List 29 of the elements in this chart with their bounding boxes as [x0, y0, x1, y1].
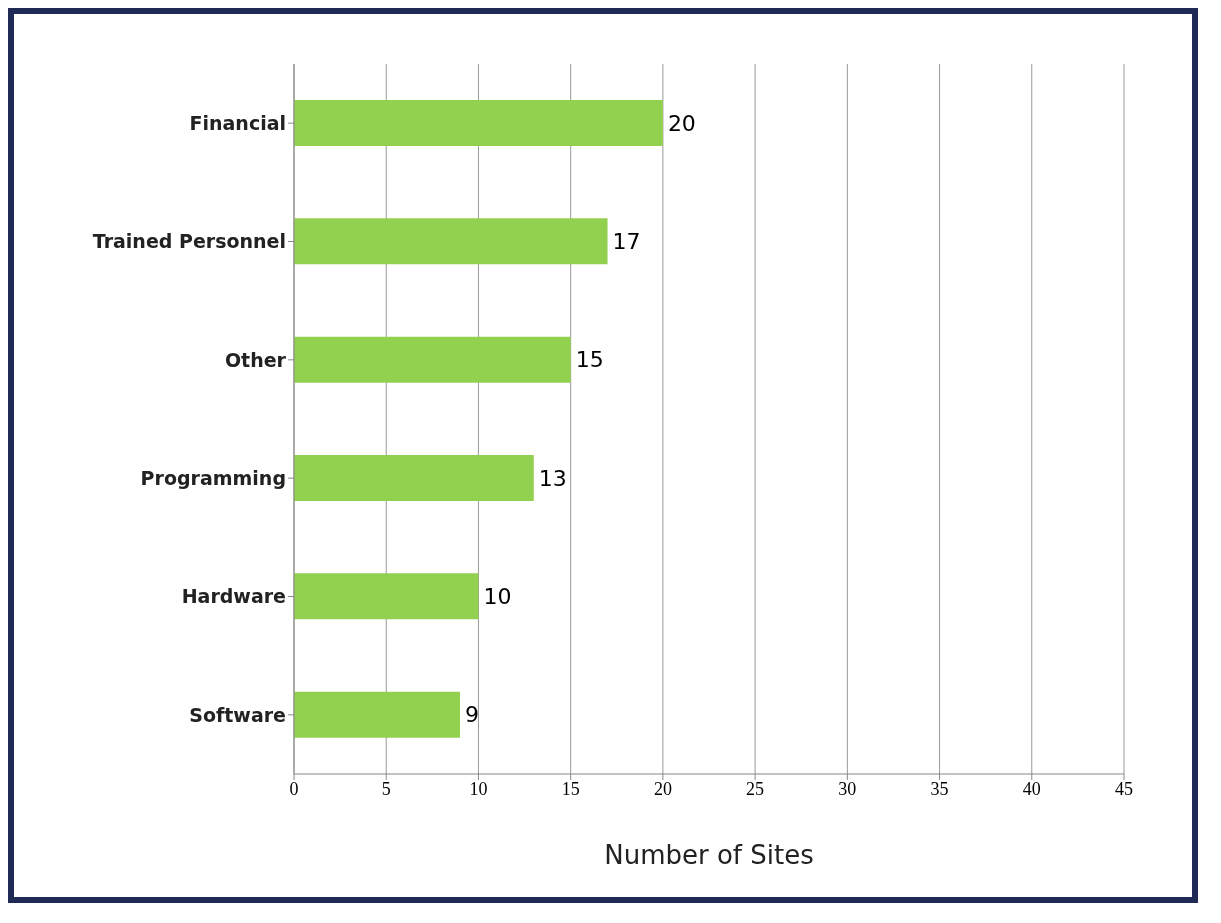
x-tick-label: 35 — [930, 778, 949, 799]
x-tick-label: 45 — [1115, 778, 1133, 799]
x-tick-label: 20 — [653, 778, 672, 799]
data-label: 9 — [465, 702, 479, 728]
bar — [294, 455, 534, 501]
x-tick-label: 30 — [838, 778, 857, 799]
y-tick-label: Trained Personnel — [92, 230, 286, 253]
x-axis-title: Number of Sites — [604, 840, 814, 870]
data-label: 15 — [575, 347, 604, 373]
x-tick-label: 0 — [289, 778, 299, 799]
data-label: 20 — [667, 110, 696, 136]
data-label: 13 — [538, 465, 567, 491]
bar — [294, 100, 663, 146]
x-tick-label: 10 — [469, 778, 488, 799]
x-tick-label: 25 — [746, 778, 765, 799]
data-label: 17 — [612, 229, 641, 255]
x-tick-label: 15 — [561, 778, 580, 799]
x-tick-label: 5 — [381, 778, 391, 799]
y-tick-label: Hardware — [181, 585, 286, 608]
bar — [294, 336, 571, 383]
bar — [294, 691, 460, 738]
bar — [294, 218, 608, 265]
data-label: 10 — [483, 584, 512, 610]
y-tick-label: Programming — [140, 466, 286, 489]
y-tick-label: Other — [224, 348, 287, 371]
y-tick-label: Software — [189, 703, 286, 726]
y-tick-label: Financial — [189, 111, 286, 134]
bar — [294, 573, 479, 620]
x-tick-label: 40 — [1022, 778, 1041, 799]
